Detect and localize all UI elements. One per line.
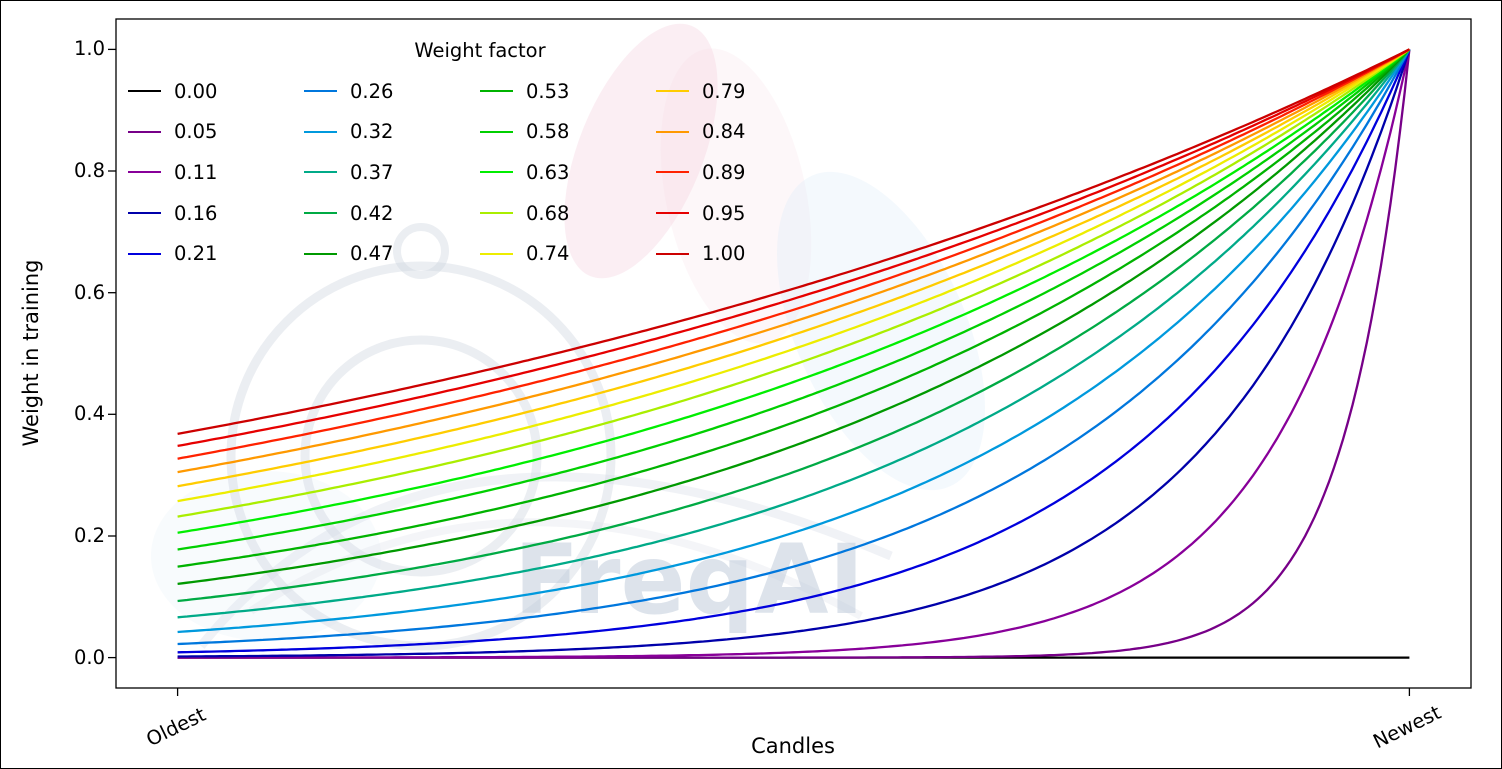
legend-line-swatch bbox=[304, 130, 337, 133]
legend-label: 0.84 bbox=[702, 120, 746, 144]
legend-label: 0.42 bbox=[350, 201, 394, 225]
legend-item: 0.05 bbox=[128, 112, 304, 153]
legend-label: 0.47 bbox=[350, 242, 394, 266]
y-tick-label: 0.0 bbox=[73, 645, 105, 669]
series-line-0.53 bbox=[177, 48, 1411, 568]
legend-line-swatch bbox=[480, 90, 513, 93]
series-line-0.58 bbox=[177, 48, 1411, 551]
legend-item: 0.63 bbox=[480, 152, 656, 193]
legend-item: 0.53 bbox=[480, 71, 656, 112]
legend-entries: 0.00 0.05 0.11 0.16 0.21 0.26 0.32 0.37 0.42 0.47… bbox=[128, 71, 832, 274]
legend-item: 0.84 bbox=[656, 112, 832, 153]
legend-item: 0.89 bbox=[656, 152, 832, 193]
legend-line-swatch bbox=[656, 212, 689, 215]
legend-item: 0.37 bbox=[304, 152, 480, 193]
legend-line-swatch bbox=[128, 252, 161, 255]
legend-line-swatch bbox=[128, 130, 161, 133]
legend-item: 0.74 bbox=[480, 233, 656, 274]
legend-label: 0.00 bbox=[174, 79, 218, 103]
legend-item: 1.00 bbox=[656, 233, 832, 274]
legend-line-swatch bbox=[304, 90, 337, 93]
legend-label: 0.74 bbox=[526, 242, 570, 266]
legend-line-swatch bbox=[480, 252, 513, 255]
legend-title: Weight factor bbox=[414, 39, 546, 62]
series-line-0.63 bbox=[177, 48, 1411, 534]
series-line-0.42 bbox=[177, 48, 1411, 603]
axes-frame bbox=[115, 18, 1472, 689]
legend-line-swatch bbox=[480, 130, 513, 133]
series-line-0.79 bbox=[177, 48, 1411, 488]
legend-item: 0.26 bbox=[304, 71, 480, 112]
y-tick-label: 0.2 bbox=[73, 523, 105, 547]
y-tick-label: 0.6 bbox=[73, 280, 105, 304]
legend-label: 0.16 bbox=[174, 201, 218, 225]
legend-line-swatch bbox=[656, 130, 689, 133]
series-line-0.37 bbox=[177, 48, 1411, 619]
legend-label: 0.79 bbox=[702, 79, 746, 103]
legend-item: 0.58 bbox=[480, 112, 656, 153]
legend-item: 0.11 bbox=[128, 152, 304, 193]
legend-line-swatch bbox=[480, 171, 513, 174]
legend-label: 0.89 bbox=[702, 160, 746, 184]
y-tick-label: 0.4 bbox=[73, 402, 105, 426]
legend-item: 0.42 bbox=[304, 193, 480, 234]
series-line-0.47 bbox=[177, 48, 1411, 586]
legend-label: 0.95 bbox=[702, 201, 746, 225]
legend-line-swatch bbox=[304, 171, 337, 174]
legend-item: 0.21 bbox=[128, 233, 304, 274]
legend-item: 0.95 bbox=[656, 193, 832, 234]
legend-label: 0.11 bbox=[174, 160, 218, 184]
legend-line-swatch bbox=[304, 252, 337, 255]
legend-label: 0.21 bbox=[174, 242, 218, 266]
legend-label: 1.00 bbox=[702, 242, 746, 266]
y-tick-label: 1.0 bbox=[73, 37, 105, 61]
legend-item: 0.32 bbox=[304, 112, 480, 153]
series-line-0.84 bbox=[177, 48, 1410, 474]
series-line-0.74 bbox=[177, 48, 1411, 503]
y-axis-label: Weight in training bbox=[19, 259, 43, 447]
series-line-0.11 bbox=[177, 49, 1411, 659]
legend-label: 0.58 bbox=[526, 120, 570, 144]
legend-item: 0.47 bbox=[304, 233, 480, 274]
legend-label: 0.26 bbox=[350, 79, 394, 103]
legend-item: 0.16 bbox=[128, 193, 304, 234]
series-line-1.00 bbox=[177, 48, 1410, 436]
watermark-text: FreqAI bbox=[514, 524, 865, 636]
legend-item: 0.68 bbox=[480, 193, 656, 234]
legend-line-swatch bbox=[304, 212, 337, 215]
legend-line-swatch bbox=[480, 212, 513, 215]
legend-line-swatch bbox=[656, 252, 689, 255]
legend-label: 0.53 bbox=[526, 79, 570, 103]
legend-line-swatch bbox=[128, 90, 161, 93]
legend-label: 0.68 bbox=[526, 201, 570, 225]
x-axis-label: Candles bbox=[751, 734, 835, 758]
legend-line-swatch bbox=[128, 212, 161, 215]
series-line-0.21 bbox=[177, 48, 1411, 654]
legend-item: 0.79 bbox=[656, 71, 832, 112]
legend-line-swatch bbox=[656, 171, 689, 174]
legend-line-swatch bbox=[656, 90, 689, 93]
legend-item: 0.00 bbox=[128, 71, 304, 112]
series-line-0.95 bbox=[177, 48, 1410, 448]
series-line-0.16 bbox=[177, 49, 1411, 658]
y-tick-label: 0.8 bbox=[73, 159, 105, 183]
legend-line-swatch bbox=[128, 171, 161, 174]
series-line-0.68 bbox=[177, 48, 1411, 518]
series-line-0.89 bbox=[177, 48, 1410, 460]
legend-label: 0.05 bbox=[174, 120, 218, 144]
series-line-0.32 bbox=[177, 48, 1411, 634]
series-line-0.26 bbox=[177, 48, 1411, 646]
legend: Weight factor 0.00 0.05 0.11 0.16 0.21 0.26 0.… bbox=[128, 36, 832, 274]
legend-label: 0.32 bbox=[350, 120, 394, 144]
legend-label: 0.37 bbox=[350, 160, 394, 184]
legend-label: 0.63 bbox=[526, 160, 570, 184]
